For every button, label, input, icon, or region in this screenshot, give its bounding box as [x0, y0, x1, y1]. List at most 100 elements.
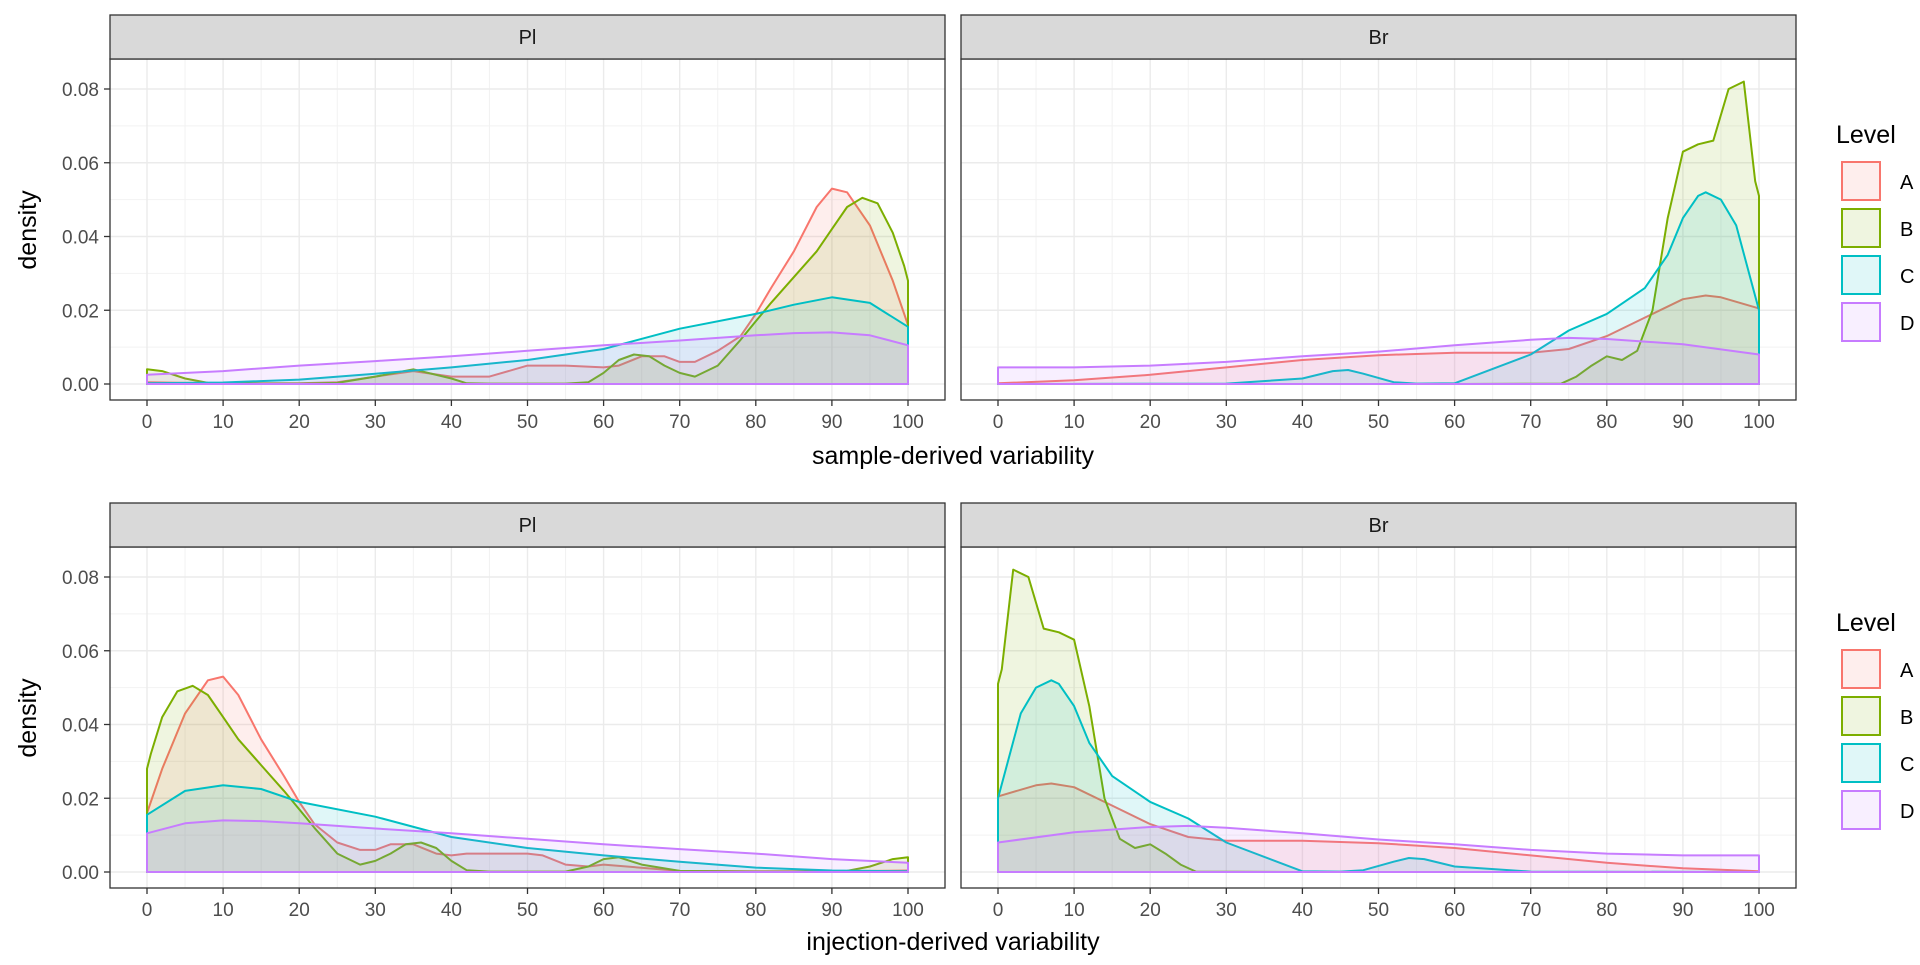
- x-tick-label: 80: [745, 412, 766, 433]
- x-tick-label: 20: [1140, 900, 1161, 921]
- x-tick-label: 80: [745, 900, 766, 921]
- y-tick-label: 0.06: [62, 642, 99, 663]
- x-tick-label: 0: [142, 900, 153, 921]
- x-axis-title: injection-derived variability: [806, 928, 1100, 956]
- legend: Level A B C D: [1836, 121, 1914, 343]
- density-area-b: [997, 80, 1760, 385]
- y-tick-label: 0.04: [62, 716, 99, 737]
- density-area-a: [997, 294, 1760, 385]
- y-tick-label: 0.02: [62, 789, 99, 810]
- x-tick-label: 30: [1216, 900, 1237, 921]
- strip-background: [109, 502, 946, 548]
- x-tick-label: 50: [517, 412, 538, 433]
- legend-title: Level: [1836, 609, 1896, 637]
- legend-key-a: [1841, 649, 1881, 689]
- y-tick-label: 0.00: [62, 863, 99, 884]
- strip-background: [960, 14, 1797, 60]
- x-tick-label: 80: [1596, 412, 1617, 433]
- density-series-group: [997, 80, 1760, 385]
- strip-background: [109, 14, 946, 60]
- y-tick-label: 0.00: [62, 375, 99, 396]
- legend-key-background: [1840, 695, 1882, 737]
- x-tick-label: 60: [1444, 900, 1465, 921]
- legend-key-background: [1840, 207, 1882, 249]
- chart-row-2: Pl0 10 20 30 40 50 60 70 80 90 1000.000.020.040.06…: [14, 502, 1914, 956]
- y-tick-label: 0.08: [62, 80, 99, 101]
- legend-key-background: [1840, 742, 1882, 784]
- legend-key-background: [1840, 789, 1882, 831]
- x-tick-label: 80: [1596, 900, 1617, 921]
- legend-key-d: [1841, 302, 1881, 342]
- density-area-c: [997, 191, 1760, 385]
- x-tick-label: 100: [892, 412, 924, 433]
- density-area-d: [146, 819, 909, 873]
- x-tick-label: 40: [1292, 900, 1313, 921]
- density-area-c: [997, 679, 1760, 873]
- y-axis-title: density: [14, 678, 42, 758]
- strip-label: Pl: [519, 27, 537, 49]
- legend-key-background: [1840, 160, 1882, 202]
- legend-label-b: B: [1900, 219, 1913, 241]
- legend-label-d: D: [1900, 313, 1914, 335]
- x-tick-label: 90: [821, 900, 842, 921]
- x-tick-label: 70: [1520, 412, 1541, 433]
- density-area-d: [146, 331, 909, 385]
- density-series-group: [146, 187, 909, 385]
- x-tick-label: 60: [1444, 412, 1465, 433]
- x-tick-label: 10: [1064, 900, 1085, 921]
- panel-br: Br 0 10 20 30 40 50 60 70 80 90 100: [960, 14, 1797, 433]
- x-tick-label: 70: [1520, 900, 1541, 921]
- x-tick-label: 40: [441, 900, 462, 921]
- strip-label: Pl: [519, 515, 537, 537]
- legend-label-b: B: [1900, 707, 1913, 729]
- x-tick-label: 100: [892, 900, 924, 921]
- legend-key-background: [1840, 301, 1882, 343]
- x-tick-label: 10: [213, 412, 234, 433]
- x-tick-label: 0: [993, 900, 1004, 921]
- legend-label-a: A: [1900, 660, 1914, 682]
- legend-key-b: [1841, 696, 1881, 736]
- x-tick-label: 30: [365, 412, 386, 433]
- legend-label-d: D: [1900, 801, 1914, 823]
- y-tick-label: 0.06: [62, 154, 99, 175]
- x-tick-label: 0: [142, 412, 153, 433]
- x-tick-label: 100: [1743, 900, 1775, 921]
- legend-key-a: [1841, 161, 1881, 201]
- x-tick-label: 30: [365, 900, 386, 921]
- legend-title: Level: [1836, 121, 1896, 149]
- x-tick-label: 60: [593, 900, 614, 921]
- panel-pl: Pl 0 10 20 30 40 50 60 70 80 90 100 0.00 0.02 0.04 0.06…: [62, 14, 946, 433]
- x-tick-label: 50: [517, 900, 538, 921]
- legend-label-c: C: [1900, 266, 1914, 288]
- x-tick-label: 30: [1216, 412, 1237, 433]
- y-axis-title: density: [14, 190, 42, 270]
- x-tick-label: 60: [593, 412, 614, 433]
- legend-label-c: C: [1900, 754, 1914, 776]
- density-area-c: [146, 784, 909, 873]
- y-tick-label: 0.08: [62, 568, 99, 589]
- x-tick-label: 20: [1140, 412, 1161, 433]
- density-series-group: [997, 568, 1760, 873]
- x-tick-label: 10: [213, 900, 234, 921]
- x-tick-label: 90: [1672, 900, 1693, 921]
- strip-background: [960, 502, 1797, 548]
- x-tick-label: 0: [993, 412, 1004, 433]
- x-tick-label: 10: [1064, 412, 1085, 433]
- y-tick-label: 0.02: [62, 301, 99, 322]
- x-tick-label: 40: [441, 412, 462, 433]
- density-area-a: [997, 782, 1760, 873]
- x-tick-label: 100: [1743, 412, 1775, 433]
- legend-key-background: [1840, 648, 1882, 690]
- legend: Level A B C D: [1836, 609, 1914, 831]
- x-tick-label: 70: [669, 412, 690, 433]
- x-axis-title: sample-derived variability: [812, 442, 1095, 470]
- density-area-c: [146, 296, 909, 385]
- legend-key-c: [1841, 743, 1881, 783]
- x-tick-label: 20: [289, 900, 310, 921]
- y-tick-label: 0.04: [62, 228, 99, 249]
- x-tick-label: 50: [1368, 900, 1389, 921]
- x-tick-label: 50: [1368, 412, 1389, 433]
- density-area-d: [997, 824, 1760, 873]
- legend-label-a: A: [1900, 172, 1914, 194]
